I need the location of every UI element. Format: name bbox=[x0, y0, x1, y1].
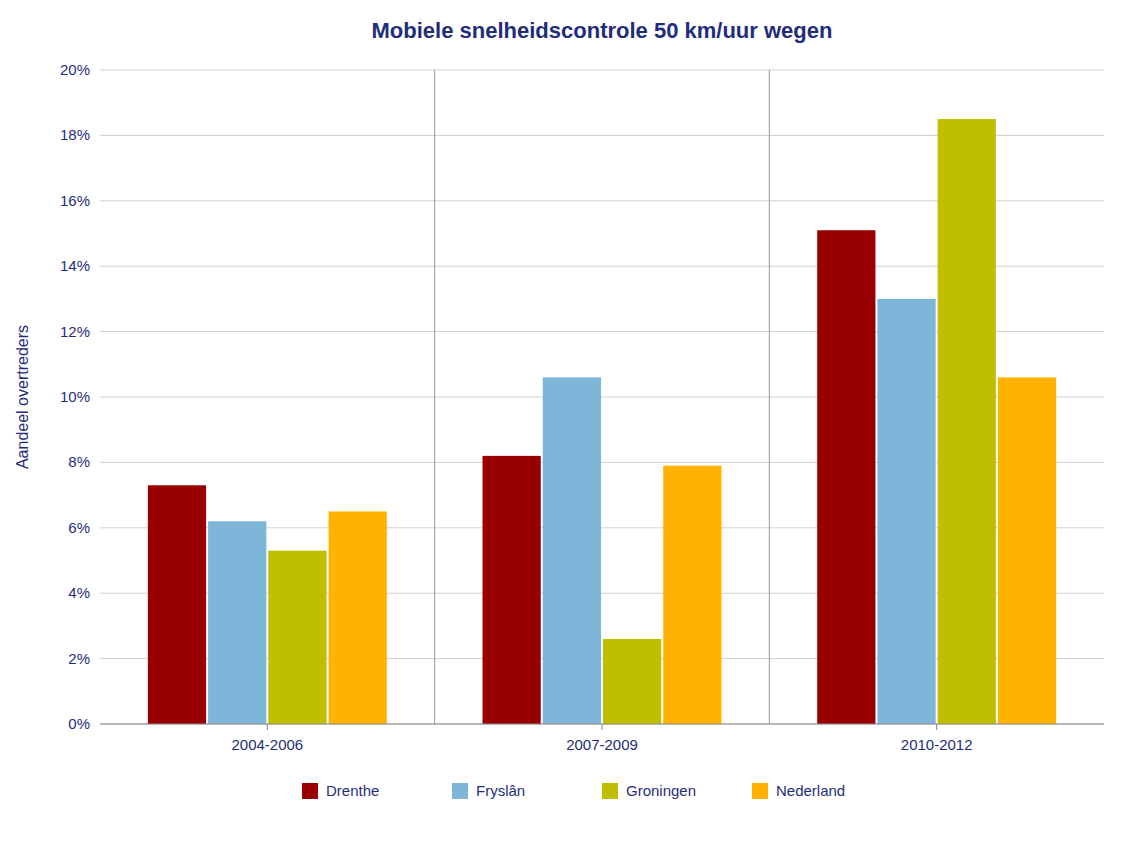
grid bbox=[100, 70, 1104, 724]
y-tick-label: 0% bbox=[68, 715, 90, 732]
bar bbox=[817, 230, 875, 724]
chart-title: Mobiele snelheidscontrole 50 km/uur wege… bbox=[372, 18, 833, 43]
bars bbox=[148, 119, 1056, 724]
group-separator bbox=[769, 70, 770, 724]
y-tick-label: 8% bbox=[68, 453, 90, 470]
y-tick-label: 18% bbox=[60, 126, 90, 143]
x-tick bbox=[602, 724, 603, 730]
bar bbox=[998, 377, 1056, 724]
legend-swatch bbox=[452, 783, 468, 799]
y-tick-label: 12% bbox=[60, 323, 90, 340]
group-separator bbox=[434, 70, 435, 724]
y-tick-label: 2% bbox=[68, 650, 90, 667]
bar bbox=[329, 511, 387, 724]
chart-container: Mobiele snelheidscontrole 50 km/uur wege… bbox=[0, 0, 1134, 844]
bar bbox=[938, 119, 996, 724]
bar bbox=[268, 551, 326, 724]
bar bbox=[543, 377, 601, 724]
y-tick-label: 20% bbox=[60, 61, 90, 78]
bar bbox=[208, 521, 266, 724]
legend-swatch bbox=[302, 783, 318, 799]
x-tick-label: 2004-2006 bbox=[231, 736, 303, 753]
y-tick-label: 10% bbox=[60, 388, 90, 405]
bar bbox=[603, 639, 661, 724]
legend-label: Drenthe bbox=[326, 782, 379, 799]
x-tick bbox=[936, 724, 937, 730]
x-tick bbox=[267, 724, 268, 730]
legend-label: Nederland bbox=[776, 782, 845, 799]
legend-swatch bbox=[752, 783, 768, 799]
y-tick-label: 14% bbox=[60, 257, 90, 274]
x-tick-label: 2010-2012 bbox=[901, 736, 973, 753]
y-tick-label: 16% bbox=[60, 192, 90, 209]
bar bbox=[148, 485, 206, 724]
legend-label: Fryslân bbox=[476, 782, 525, 799]
legend: Drenthe Fryslân Groningen Nederland bbox=[302, 782, 845, 799]
bar bbox=[663, 466, 721, 724]
bar bbox=[483, 456, 541, 724]
legend-label: Groningen bbox=[626, 782, 696, 799]
grid-line bbox=[100, 70, 1104, 71]
bar bbox=[877, 299, 935, 724]
y-tick-label: 6% bbox=[68, 519, 90, 536]
x-tick-label: 2007-2009 bbox=[566, 736, 638, 753]
legend-swatch bbox=[602, 783, 618, 799]
chart-svg: Mobiele snelheidscontrole 50 km/uur wege… bbox=[0, 0, 1134, 844]
y-axis-label: Aandeel overtreders bbox=[14, 325, 31, 469]
y-tick-label: 4% bbox=[68, 584, 90, 601]
